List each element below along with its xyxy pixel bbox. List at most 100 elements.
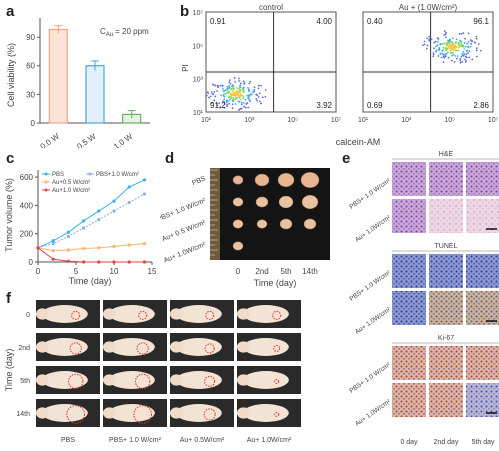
panel-b-event-dot — [247, 86, 249, 89]
panel-b-event-dot — [208, 96, 210, 99]
panel-e-tissue-image — [466, 199, 499, 233]
panel-f-mouse-photo — [36, 366, 100, 394]
panel-b-event-dot — [258, 92, 261, 95]
panel-f-mouse-head — [103, 407, 116, 419]
panel-f-tumor-circle — [133, 405, 152, 424]
panel-b-event-dot — [219, 106, 222, 109]
panel-b-event-dot — [228, 84, 230, 87]
panel-b-event-dot — [264, 95, 267, 98]
panel-b-event-dot — [212, 93, 215, 96]
panel-e-tissue-image — [466, 254, 499, 288]
panel-b-event-dot — [453, 61, 456, 63]
panel-a-ytick-label: 0 — [31, 119, 36, 128]
panel-b-event-dot — [209, 95, 212, 98]
panel-f-col-label: PBS+ 1.0 W/cm² — [109, 437, 162, 444]
panel-f-mouse-photo — [237, 399, 301, 427]
panel-b-event-dot — [232, 100, 235, 103]
panel-b-event-dot — [443, 30, 446, 32]
panel-b-event-dot — [451, 37, 454, 40]
panel-c-legend-label: Au+1.0 W/cm² — [52, 188, 90, 194]
panel-b-plot-frame — [362, 11, 494, 113]
panel-a-ylabel: Cell viability (%) — [6, 43, 16, 107]
panel-b-event-dot — [247, 106, 250, 109]
panel-b-event-dot — [238, 108, 241, 111]
panel-b-event-dot — [449, 41, 452, 44]
panel-b-event-dot — [233, 94, 235, 96]
panel-b-event-dot — [233, 91, 236, 94]
panel-b-event-dot — [223, 101, 226, 103]
panel-e-tissue-image — [392, 346, 426, 380]
panel-b-event-dot — [237, 87, 240, 90]
panel-b-event-dot — [236, 93, 239, 96]
panel-c-series-line — [37, 179, 145, 249]
panel-b-plot-frame — [205, 11, 337, 113]
panel-b-event-dot — [442, 61, 445, 64]
panel-f-mouse-head — [170, 308, 183, 320]
panel-c-series-line — [37, 193, 145, 249]
panel-b-event-dot — [234, 103, 237, 105]
panel-e-tissue-image — [466, 162, 499, 196]
panel-f-row-label: 2nd — [18, 345, 30, 352]
panel-b-event-dot — [245, 103, 248, 105]
panel-label-c: c — [6, 150, 15, 167]
panel-b-event-dot — [470, 43, 473, 45]
panel-b-plot: control 0.91 4.00 91.2 3.92 10¹ 10³ 10⁵ 10⁷ 10⁷ 10… — [192, 3, 341, 124]
panel-b-event-dot — [445, 52, 448, 55]
panel-b-event-dot — [247, 96, 249, 99]
panel-e-tissue-image — [392, 162, 426, 196]
panel-d-tumor — [300, 172, 320, 188]
panel-b-event-dot — [462, 53, 464, 55]
panel-e-tissue-image — [466, 383, 499, 417]
panel-a-annotation: CAu = 20 ppm — [100, 27, 149, 38]
panel-b-event-dot — [442, 46, 445, 49]
panel-b-event-dot — [239, 94, 242, 97]
panel-b-event-dot — [462, 54, 465, 57]
panel-b-event-dot — [428, 38, 431, 41]
panel-f-tumor-circle — [272, 310, 282, 320]
panel-f-mouse-body — [242, 371, 289, 389]
panel-d-tumor — [278, 195, 294, 209]
panel-c-point — [66, 230, 70, 234]
panel-b-event-dot — [453, 43, 455, 46]
panel-b-event-dot — [232, 92, 235, 95]
panel-b-event-dot — [453, 48, 455, 50]
panel-c-point — [51, 249, 55, 253]
panel-f-ylabel: Time (day) — [4, 349, 14, 392]
panel-b-event-dot — [432, 52, 435, 55]
panel-c-xlabel: Time (day) — [69, 276, 112, 286]
panel-b-event-dot — [212, 83, 215, 86]
panel-b-event-dot — [454, 41, 457, 43]
panel-b-event-dot — [228, 99, 231, 101]
panel-a-ytick-label: 60 — [26, 62, 35, 71]
panel-b-plot-title: control — [259, 3, 283, 12]
panel-b-event-dot — [258, 100, 261, 103]
panel-b-event-dot — [432, 53, 435, 56]
panel-d-tumor — [255, 196, 269, 208]
panel-c-point — [82, 226, 86, 230]
panel-c-legend-marker — [88, 172, 92, 176]
panel-b-quadrant-value: 3.92 — [316, 101, 332, 110]
panel-b-event-dot — [460, 43, 463, 46]
panel-b-event-dot — [210, 91, 213, 93]
panel-b-quadrant-value: 2.86 — [473, 101, 489, 110]
panel-b-event-dot — [471, 40, 473, 43]
panel-b-event-dot — [441, 50, 444, 52]
panel-f-mouse-photo — [36, 333, 100, 361]
panel-f-tumor-circle — [138, 310, 148, 320]
panel-b-event-dot — [249, 100, 252, 103]
panel-d-ruler — [210, 168, 220, 260]
panel-f-mouse-head — [170, 374, 183, 386]
panel-f-mouse-body — [108, 371, 155, 389]
panel-b-event-dot — [239, 92, 242, 95]
panel-b-event-dot — [444, 36, 447, 39]
panel-b-event-dot — [465, 53, 468, 56]
panel-e-row-label: Au+ 1.0W/cm² — [354, 398, 393, 428]
panel-b-event-dot — [466, 42, 468, 45]
panel-d-tumor — [232, 241, 244, 251]
panel-b-event-dot — [253, 89, 255, 91]
panel-c-chart: Tumor volume (%) Time (day) 0 200 400 600 0 5… — [4, 170, 157, 286]
panel-b-event-dot — [257, 96, 260, 98]
panel-b-event-dot — [248, 82, 251, 85]
panel-b-event-dot — [224, 92, 227, 95]
panel-b-event-dot — [462, 32, 465, 35]
